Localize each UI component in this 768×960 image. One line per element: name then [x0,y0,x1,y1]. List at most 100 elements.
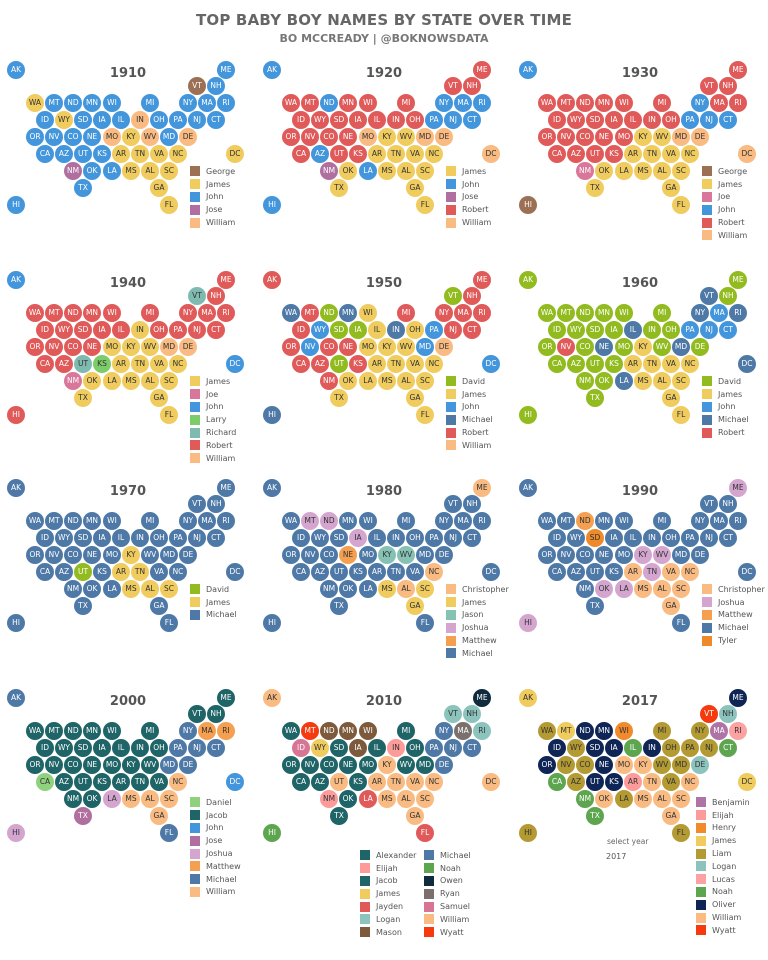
state-tile-nm[interactable]: NM [576,790,594,808]
state-tile-ri[interactable]: RI [217,722,235,740]
state-tile-de[interactable]: DE [179,338,197,356]
state-tile-in[interactable]: IN [387,111,405,129]
state-tile-ar[interactable]: AR [624,563,642,581]
state-tile-sc[interactable]: SC [416,790,434,808]
state-tile-me[interactable]: ME [473,271,491,289]
state-tile-tx[interactable]: TX [74,807,92,825]
state-tile-ok[interactable]: OK [339,790,357,808]
state-tile-wa[interactable]: WA [282,304,300,322]
state-tile-de[interactable]: DE [179,756,197,774]
state-tile-mo[interactable]: MO [359,756,377,774]
state-tile-wy[interactable]: WY [311,739,329,757]
state-tile-md[interactable]: MD [416,546,434,564]
state-tile-nm[interactable]: NM [64,580,82,598]
state-tile-ny[interactable]: NY [435,512,453,530]
state-tile-oh[interactable]: OH [406,111,424,129]
state-tile-ca[interactable]: CA [292,355,310,373]
state-tile-ny[interactable]: NY [691,304,709,322]
state-tile-ok[interactable]: OK [595,790,613,808]
state-tile-mi[interactable]: MI [653,94,671,112]
state-tile-mn[interactable]: MN [83,304,101,322]
state-tile-md[interactable]: MD [416,338,434,356]
state-tile-tn[interactable]: TN [643,145,661,163]
state-tile-wi[interactable]: WI [615,722,633,740]
state-tile-mt[interactable]: MT [45,304,63,322]
state-tile-al[interactable]: AL [653,372,671,390]
legend-item[interactable]: John [446,401,493,414]
state-tile-nm[interactable]: NM [576,580,594,598]
state-tile-ms[interactable]: MS [378,790,396,808]
state-tile-md[interactable]: MD [160,546,178,564]
state-tile-wa[interactable]: WA [282,94,300,112]
state-tile-az[interactable]: AZ [311,355,329,373]
state-tile-nc[interactable]: NC [425,355,443,373]
legend-item[interactable]: Michael [446,413,493,426]
state-tile-wi[interactable]: WI [615,304,633,322]
state-tile-hi[interactable]: HI [263,196,281,214]
state-tile-ia[interactable]: IA [93,321,111,339]
state-tile-or[interactable]: OR [282,338,300,356]
state-tile-ia[interactable]: IA [349,739,367,757]
state-tile-or[interactable]: OR [538,128,556,146]
state-tile-sd[interactable]: SD [74,111,92,129]
state-tile-ct[interactable]: CT [207,111,225,129]
state-tile-nc[interactable]: NC [425,773,443,791]
legend-item[interactable]: Mason [360,926,424,939]
state-tile-wa[interactable]: WA [538,304,556,322]
state-tile-mo[interactable]: MO [103,546,121,564]
state-tile-me[interactable]: ME [217,271,235,289]
state-tile-ca[interactable]: CA [292,145,310,163]
state-tile-ma[interactable]: MA [198,94,216,112]
state-tile-ut[interactable]: UT [330,563,348,581]
state-tile-oh[interactable]: OH [406,529,424,547]
legend-item[interactable]: Matthew [446,634,509,647]
legend-item[interactable]: William [696,911,750,924]
state-tile-ct[interactable]: CT [463,321,481,339]
legend-item[interactable]: Robert [190,439,236,452]
state-tile-il[interactable]: IL [112,739,130,757]
state-tile-ms[interactable]: MS [634,580,652,598]
state-tile-pa[interactable]: PA [425,739,443,757]
state-tile-ma[interactable]: MA [198,512,216,530]
state-tile-co[interactable]: CO [576,546,594,564]
state-tile-wi[interactable]: WI [103,512,121,530]
state-tile-il[interactable]: IL [112,111,130,129]
state-tile-ak[interactable]: AK [7,61,25,79]
state-tile-wa[interactable]: WA [282,512,300,530]
state-tile-al[interactable]: AL [397,372,415,390]
state-tile-mn[interactable]: MN [83,94,101,112]
legend-item[interactable]: Michael [702,413,749,426]
state-tile-az[interactable]: AZ [567,563,585,581]
state-tile-wi[interactable]: WI [103,304,121,322]
state-tile-al[interactable]: AL [653,790,671,808]
state-tile-ma[interactable]: MA [710,94,728,112]
state-tile-ga[interactable]: GA [662,597,680,615]
legend-item[interactable]: Joshua [446,621,509,634]
state-tile-ms[interactable]: MS [122,162,140,180]
legend-item[interactable]: John [702,401,749,414]
state-tile-dc[interactable]: DC [738,773,756,791]
state-tile-ky[interactable]: KY [122,756,140,774]
state-tile-ga[interactable]: GA [150,389,168,407]
legend-item[interactable]: Henry [696,822,750,835]
state-tile-tx[interactable]: TX [330,389,348,407]
state-tile-nh[interactable]: NH [719,77,737,95]
legend-item[interactable]: Jason [446,609,509,622]
state-tile-wv[interactable]: WV [141,756,159,774]
state-tile-ks[interactable]: KS [349,145,367,163]
state-tile-nv[interactable]: NV [45,128,63,146]
state-tile-tn[interactable]: TN [643,563,661,581]
state-tile-la[interactable]: LA [359,580,377,598]
state-tile-md[interactable]: MD [672,756,690,774]
state-tile-nv[interactable]: NV [557,546,575,564]
state-tile-ut[interactable]: UT [74,773,92,791]
state-tile-ky[interactable]: KY [122,128,140,146]
state-tile-pa[interactable]: PA [169,739,187,757]
state-tile-pa[interactable]: PA [169,111,187,129]
state-tile-mo[interactable]: MO [103,756,121,774]
state-tile-nh[interactable]: NH [463,77,481,95]
state-tile-mn[interactable]: MN [339,512,357,530]
state-tile-ne[interactable]: NE [339,546,357,564]
state-tile-sd[interactable]: SD [74,529,92,547]
state-tile-wa[interactable]: WA [26,304,44,322]
